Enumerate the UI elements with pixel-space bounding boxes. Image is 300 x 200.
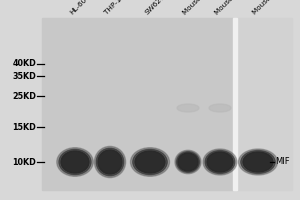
Text: 35KD: 35KD — [12, 72, 36, 81]
Ellipse shape — [241, 150, 275, 173]
Ellipse shape — [133, 149, 167, 175]
Ellipse shape — [177, 104, 199, 112]
Text: 40KD: 40KD — [12, 59, 36, 68]
Ellipse shape — [96, 148, 124, 176]
Ellipse shape — [178, 153, 198, 171]
Ellipse shape — [135, 151, 165, 173]
Bar — [233, 18, 237, 190]
Ellipse shape — [176, 152, 200, 172]
Ellipse shape — [238, 149, 278, 175]
Text: MIF: MIF — [275, 158, 290, 166]
Ellipse shape — [175, 150, 201, 174]
Bar — [237, 18, 292, 190]
Text: 15KD: 15KD — [12, 123, 36, 132]
Ellipse shape — [209, 104, 231, 112]
Text: 25KD: 25KD — [12, 92, 36, 101]
Ellipse shape — [203, 149, 237, 175]
Text: HL-60: HL-60 — [69, 0, 88, 16]
Text: Mouse kidney: Mouse kidney — [182, 0, 221, 16]
Ellipse shape — [205, 150, 235, 173]
Text: SW620: SW620 — [144, 0, 166, 16]
Ellipse shape — [59, 149, 91, 175]
Text: Mouse lung: Mouse lung — [214, 0, 247, 16]
Ellipse shape — [207, 152, 233, 172]
Ellipse shape — [61, 151, 89, 173]
Text: THP-1: THP-1 — [104, 0, 123, 16]
Ellipse shape — [243, 152, 273, 172]
Ellipse shape — [98, 150, 122, 174]
Text: 10KD: 10KD — [12, 158, 36, 167]
Bar — [42, 18, 233, 190]
Ellipse shape — [94, 146, 126, 178]
Ellipse shape — [57, 148, 93, 176]
Text: Mouse heart: Mouse heart — [252, 0, 288, 16]
Ellipse shape — [130, 148, 170, 176]
